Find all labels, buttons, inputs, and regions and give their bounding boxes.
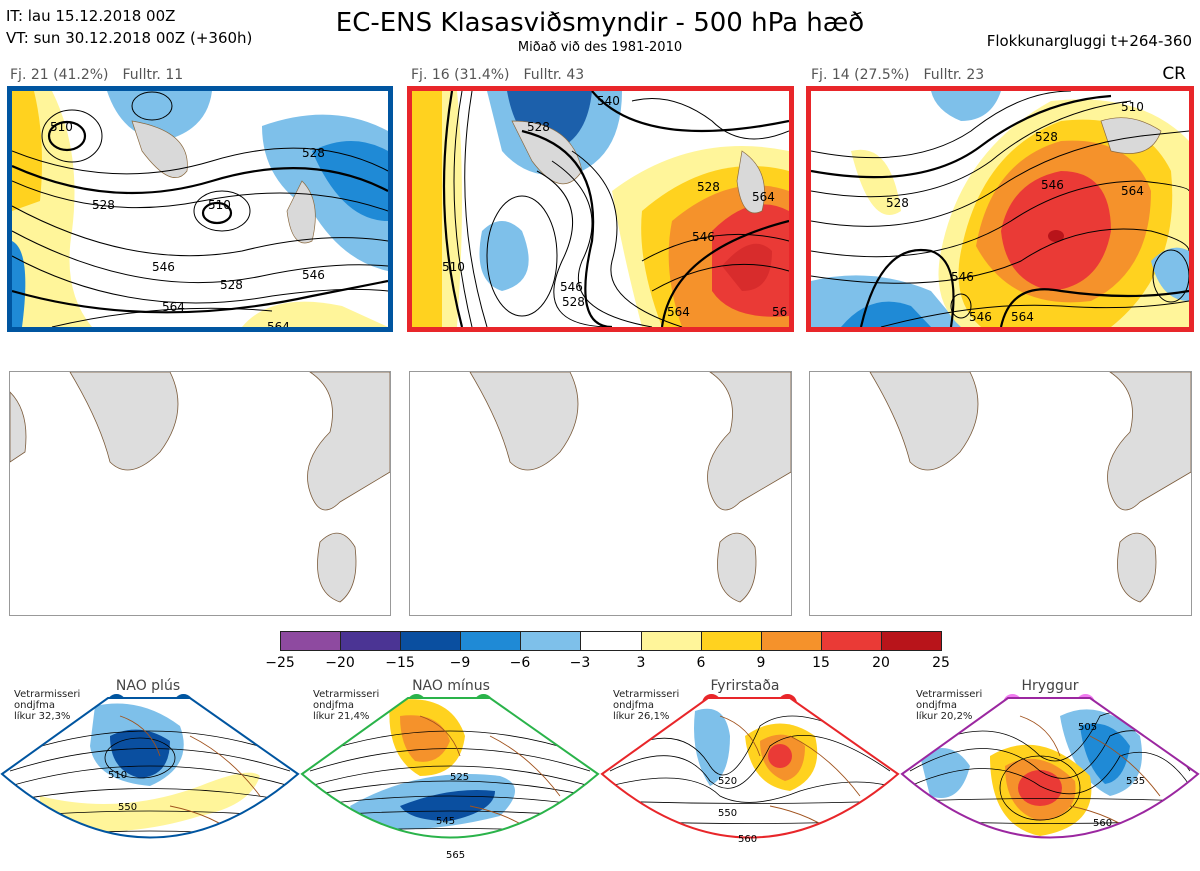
contour-label: 528: [562, 295, 585, 309]
colorbar-tick: −6: [509, 655, 531, 671]
contour-label: 564: [267, 320, 290, 327]
page-title: EC-ENS Klasasviðsmyndir - 500 hPa hæð: [335, 8, 865, 38]
regime-4-title: Hryggur: [1021, 678, 1079, 694]
contour-label: 546: [560, 280, 583, 294]
contour-label: 528: [527, 120, 550, 134]
empty-map-2: [409, 371, 792, 616]
regime-4-note: Vetrarmisseri ondjfma líkur 20,2%: [916, 689, 983, 722]
colorbar-tick: 3: [636, 655, 646, 671]
colorbar-swatch: [881, 632, 942, 650]
contour-label: 546: [692, 230, 715, 244]
colorbar-swatch: [821, 632, 882, 650]
colorbar-swatch: [521, 632, 582, 650]
contour-label: 528: [1035, 130, 1058, 144]
regime-1-map: 510 550: [0, 697, 300, 839]
cr-label: CR: [1162, 64, 1186, 84]
regime-1-note: Vetrarmisseri ondjfma líkur 32,3%: [14, 689, 81, 722]
regime-3-map: 520 550 560: [600, 697, 900, 845]
contour-label: 560: [738, 834, 757, 845]
colorbar-tick: −15: [385, 655, 415, 671]
colorbar-swatch: [281, 632, 342, 650]
classification-window: Flokkunargluggi t+264-360: [986, 32, 1192, 50]
empty-map-1: [9, 371, 391, 616]
contour-label: 510: [1121, 100, 1144, 114]
valid-time: VT: sun 30.12.2018 00Z (+360h): [6, 29, 253, 47]
contour-label: 528: [697, 180, 720, 194]
colorbar-swatch: [401, 632, 462, 650]
regime-2-map: 525 545 565: [300, 697, 600, 861]
contour-label: 546: [1041, 178, 1064, 192]
colorbar-tick: −9: [449, 655, 471, 671]
panel-2-count: Fj. 16 (31.4%): [411, 67, 510, 83]
contour-label: 535: [1126, 776, 1145, 787]
cluster-map-2: 528 540 528 510 546 528 564 564 546 56: [407, 86, 794, 332]
regime-2-title: NAO mínus: [412, 678, 490, 694]
colorbar-swatch: [761, 632, 822, 650]
contour-label: 564: [667, 305, 690, 319]
contour-label: 546: [152, 260, 175, 274]
contour-label: 550: [718, 808, 737, 819]
cluster-map-3: 528 510 528 546 564 546 546 564: [806, 86, 1194, 332]
panel-3-count: Fj. 14 (27.5%): [811, 67, 910, 83]
contour-label: 528: [886, 196, 909, 210]
colorbar-swatch: [581, 632, 642, 650]
panel-2-label: Fj. 16 (31.4%) Fulltr. 43: [411, 67, 598, 83]
page-subtitle: Miðað við des 1981-2010: [517, 40, 683, 55]
contour-label: 528: [302, 146, 325, 160]
contour-label: 546: [969, 310, 992, 324]
contour-label: 560: [1093, 818, 1112, 829]
contour-label: 545: [436, 816, 455, 827]
init-time: IT: lau 15.12.2018 00Z: [6, 7, 176, 25]
colorbar-swatch: [341, 632, 402, 650]
contour-label: 505: [1078, 722, 1097, 733]
colorbar-tick: 9: [756, 655, 766, 671]
contour-label: 510: [50, 120, 73, 134]
contour-label: 564: [752, 190, 775, 204]
regime-4-map: 505 535 560: [900, 697, 1200, 839]
contour-label: 528: [220, 278, 243, 292]
empty-map-3: [809, 371, 1192, 616]
contour-label: 565: [446, 850, 465, 861]
contour-label: 564: [162, 300, 185, 314]
contour-label: 528: [92, 198, 115, 212]
contour-label: 525: [450, 772, 469, 783]
colorbar-tick: 20: [872, 655, 890, 671]
contour-label: 540: [597, 94, 620, 108]
regime-2-note: Vetrarmisseri ondjfma líkur 21,4%: [313, 689, 380, 722]
colorbar-swatch: [461, 632, 522, 650]
contour-label: 550: [118, 802, 137, 813]
forecast-times: IT: lau 15.12.2018 00Z VT: sun 30.12.201…: [6, 5, 252, 49]
contour-label: 510: [108, 770, 127, 781]
panel-3-label: Fj. 14 (27.5%) Fulltr. 23: [811, 67, 998, 83]
cluster-map-1: 510 528 528 510 546 528 546 564 564: [7, 86, 393, 332]
colorbar-tick: −25: [265, 655, 295, 671]
panel-2-rep: Fulltr. 43: [523, 67, 585, 83]
contour-label: 546: [951, 270, 974, 284]
colorbar-tick: −3: [569, 655, 591, 671]
colorbar: [280, 631, 942, 651]
colorbar-tick: 15: [812, 655, 830, 671]
colorbar-tick: 25: [932, 655, 950, 671]
colorbar-swatch: [701, 632, 762, 650]
panel-1-count: Fj. 21 (41.2%): [10, 67, 109, 83]
contour-label: 564: [1011, 310, 1034, 324]
panel-3-rep: Fulltr. 23: [923, 67, 985, 83]
contour-label: 546: [302, 268, 325, 282]
contour-label: 510: [208, 198, 231, 212]
panel-1-rep: Fulltr. 11: [122, 67, 184, 83]
colorbar-tick: 6: [696, 655, 706, 671]
contour-label: 520: [718, 776, 737, 787]
contour-label: 564: [1121, 184, 1144, 198]
regime-3-note: Vetrarmisseri ondjfma líkur 26,1%: [613, 689, 680, 722]
regime-1-title: NAO plús: [115, 678, 181, 694]
colorbar-tick: −20: [325, 655, 355, 671]
contour-label: 56: [772, 305, 787, 319]
regime-3-title: Fyrirstaða: [710, 678, 780, 694]
panel-1-label: Fj. 21 (41.2%) Fulltr. 11: [10, 67, 197, 83]
contour-label: 510: [442, 260, 465, 274]
colorbar-swatch: [641, 632, 702, 650]
